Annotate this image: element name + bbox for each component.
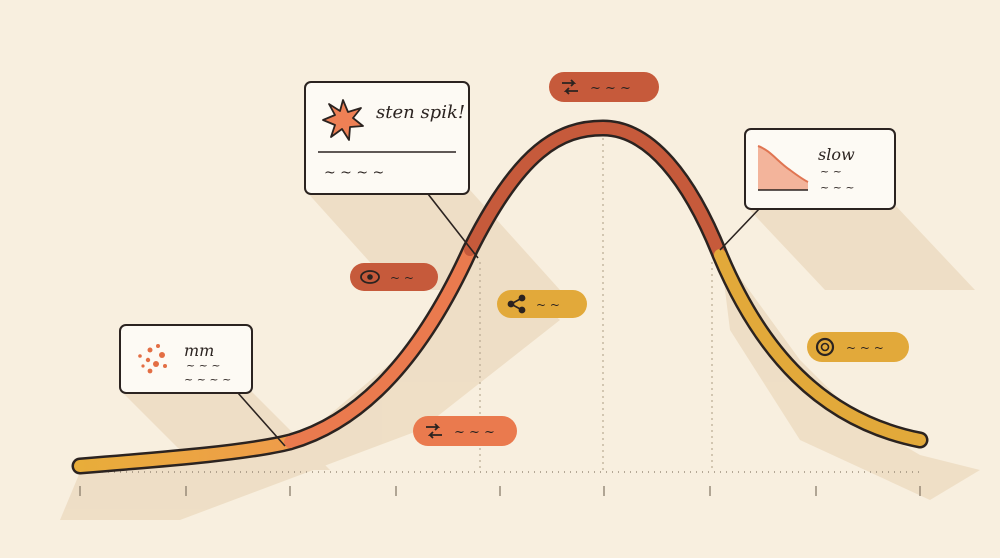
callout-early-line-2: ~ ~ ~ [186,359,221,372]
pill-save: ~ ~ ~ [807,332,909,362]
mini-area-chart-icon [757,145,809,191]
guides [479,132,713,470]
pill-view-label: ~ ~ [390,271,414,285]
bell-curve [71,119,929,475]
callout-spike-caption: ~ ~ ~ ~ [324,165,384,181]
repost-icon [426,423,442,439]
callout-card [119,324,253,394]
pill-view: ~ ~ [350,263,438,291]
callout-spike-title: sten spik! [376,102,465,123]
callout-slow: slow ~ ~ ~ ~ ~ [744,128,896,210]
x-axis [78,471,922,496]
pill-share: ~ ~ [497,290,587,318]
dots-icon [138,344,167,374]
shadow-card-spike [305,190,560,290]
callout-early: mm ~ ~ ~ ~ ~ ~ ~ [119,324,253,394]
callout-early-line-3: ~ ~ ~ ~ [184,373,231,386]
curve-segment-decay [714,249,926,446]
callout-slow-line-2: ~ ~ ~ [820,181,855,194]
callout-early-line-1: mm [184,341,214,360]
connectors [237,193,761,447]
callout-spike: sten spik! ~ ~ ~ ~ [304,81,470,195]
starburst-icon [322,99,364,141]
curve-segment-rise [74,436,296,472]
callout-slow-line-1: ~ ~ [820,165,842,178]
shadow-card-slow [745,205,975,290]
connector-slow [719,207,761,251]
pill-share-label: ~ ~ [536,298,560,312]
pill-repost: ~ ~ ~ [413,416,517,446]
ring-icon [815,337,835,357]
curve-segment-spike [284,244,476,448]
callout-slow-title: slow [818,145,855,164]
share-icon [507,294,526,314]
connector-spike [427,193,479,259]
pill-save-label: ~ ~ ~ [846,341,884,355]
pill-peak-label: ~ ~ ~ [590,81,631,96]
pill-repost-label: ~ ~ ~ [454,425,495,440]
eye-icon [360,270,380,284]
repost-icon [562,79,578,95]
pill-peak: ~ ~ ~ [549,72,659,102]
connector-early [237,392,286,447]
shadow-curve-right [720,250,980,500]
curve-segment-peak [464,121,726,261]
